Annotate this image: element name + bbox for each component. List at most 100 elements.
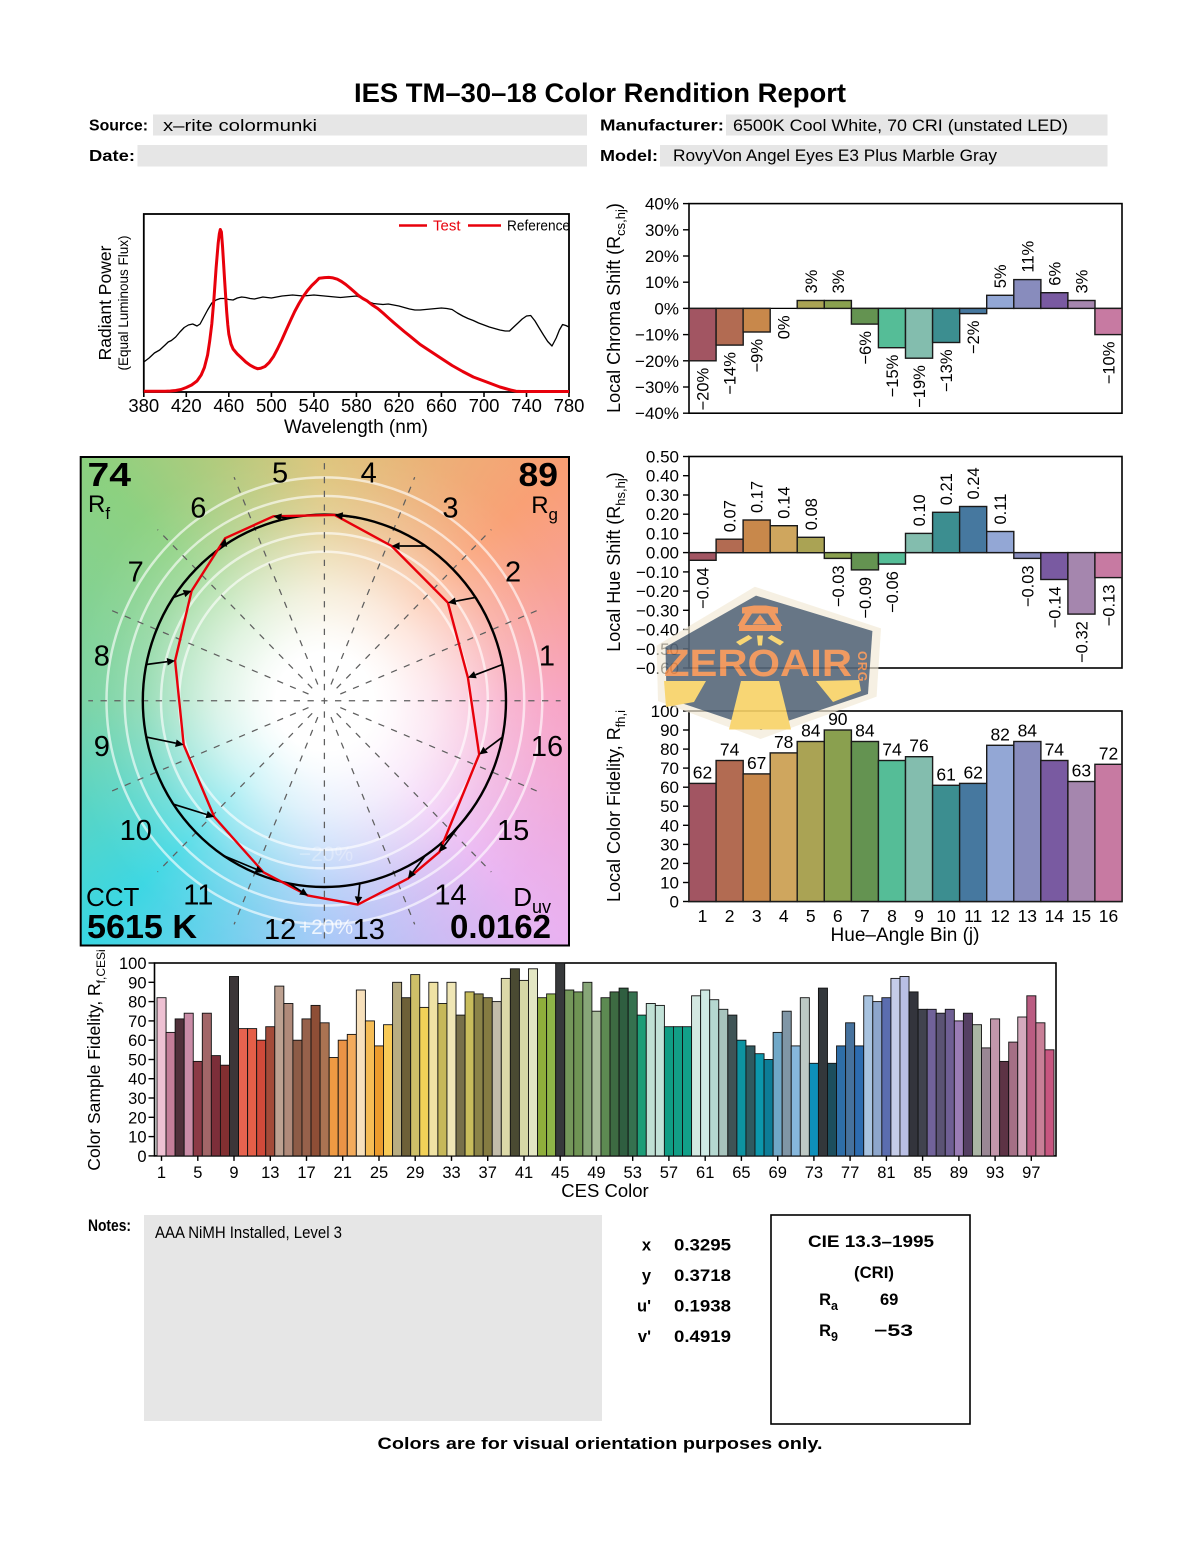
svg-text:13: 13 [261,1164,279,1182]
svg-text:0: 0 [670,893,679,912]
svg-text:ZEROAIR: ZEROAIR [664,643,852,685]
svg-text:−0.13: −0.13 [1101,585,1119,627]
svg-text:ORG: ORG [855,651,869,682]
svg-text:2: 2 [505,557,521,589]
svg-text:77: 77 [841,1164,859,1182]
svg-text:100: 100 [651,702,679,721]
svg-text:3: 3 [752,906,762,926]
svg-text:40: 40 [128,1071,146,1089]
svg-text:7: 7 [128,557,144,589]
svg-text:0.07: 0.07 [722,500,740,532]
svg-text:3%: 3% [1073,269,1091,293]
svg-text:1: 1 [539,640,555,672]
svg-text:3%: 3% [803,269,821,293]
svg-text:−0.30: −0.30 [636,601,679,620]
svg-text:74: 74 [1045,740,1065,760]
svg-text:17: 17 [297,1164,315,1182]
svg-text:10: 10 [120,815,152,847]
svg-text:65: 65 [732,1164,750,1182]
svg-text:0.17: 0.17 [749,481,767,513]
svg-text:15: 15 [497,815,529,847]
svg-text:13: 13 [353,914,385,946]
svg-text:57: 57 [660,1164,678,1182]
svg-text:61: 61 [696,1164,714,1182]
svg-text:3%: 3% [830,269,848,293]
svg-text:−0.04: −0.04 [695,567,713,609]
svg-text:70: 70 [128,1013,146,1031]
svg-text:8: 8 [887,906,897,926]
svg-text:(Equal Luminous Flux): (Equal Luminous Flux) [116,235,131,370]
svg-text:29: 29 [406,1164,424,1182]
svg-text:84: 84 [801,721,821,741]
svg-text:380: 380 [128,395,159,416]
svg-text:74: 74 [882,740,902,760]
svg-text:Manufacturer:: Manufacturer: [600,118,724,135]
svg-text:−0.03: −0.03 [830,565,848,607]
svg-text:11: 11 [183,879,213,911]
svg-text:620: 620 [383,395,414,416]
svg-text:500: 500 [256,395,287,416]
svg-text:−53: −53 [874,1322,913,1340]
svg-text:69: 69 [880,1291,898,1309]
svg-text:Reference: Reference [507,218,570,235]
svg-text:−13%: −13% [938,349,956,392]
svg-text:15: 15 [1072,906,1091,926]
svg-text:0.4919: 0.4919 [674,1328,731,1346]
svg-text:10%: 10% [645,273,679,292]
svg-text:0%: 0% [776,315,794,339]
svg-text:Color Sample Fidelity, Rf,CESi: Color Sample Fidelity, Rf,CESi [84,949,108,1170]
svg-text:0.00: 0.00 [646,544,679,563]
svg-text:11%: 11% [1019,240,1037,272]
svg-text:40%: 40% [645,195,679,214]
svg-text:4: 4 [361,458,377,490]
svg-text:13: 13 [1018,906,1037,926]
svg-text:11: 11 [964,906,982,926]
svg-text:−10%: −10% [635,326,679,345]
svg-text:−20%: −20% [695,367,713,410]
svg-text:−40%: −40% [635,404,679,423]
svg-text:−9%: −9% [749,339,767,373]
svg-text:u': u' [637,1298,651,1316]
svg-text:7: 7 [860,906,870,926]
svg-text:−0.10: −0.10 [636,563,679,582]
svg-text:−0.06: −0.06 [884,571,902,613]
svg-text:4: 4 [779,906,789,926]
svg-text:73: 73 [805,1164,823,1182]
svg-text:−10%: −10% [1101,341,1119,384]
svg-text:61: 61 [936,764,955,784]
svg-text:30%: 30% [645,221,679,240]
svg-text:740: 740 [511,395,542,416]
svg-text:9: 9 [94,731,110,763]
svg-text:82: 82 [990,724,1009,744]
svg-text:69: 69 [769,1164,787,1182]
svg-text:Wavelength (nm): Wavelength (nm) [284,417,428,438]
svg-text:80: 80 [128,994,146,1012]
svg-text:−14%: −14% [722,352,740,395]
svg-text:0.3295: 0.3295 [674,1237,731,1255]
svg-text:x–rite colormunki: x–rite colormunki [163,117,317,135]
svg-text:16: 16 [1099,906,1118,926]
svg-text:62: 62 [693,762,712,782]
svg-text:−20%: −20% [299,843,353,866]
svg-text:−2%: −2% [965,320,983,354]
svg-text:CCT: CCT [86,882,140,912]
svg-text:5: 5 [193,1164,202,1182]
svg-text:5615 K: 5615 K [87,908,197,945]
svg-text:12: 12 [990,906,1009,926]
svg-text:0.30: 0.30 [646,486,679,505]
svg-text:12: 12 [264,914,296,946]
svg-text:100: 100 [119,955,147,973]
svg-text:780: 780 [554,395,585,416]
svg-text:14: 14 [434,879,466,911]
svg-text:−6%: −6% [857,331,875,365]
svg-text:0.08: 0.08 [803,498,821,530]
svg-text:20: 20 [128,1109,146,1127]
svg-text:3: 3 [442,492,458,524]
svg-text:0.20: 0.20 [646,505,679,524]
svg-text:0.40: 0.40 [646,467,679,486]
svg-text:0.3718: 0.3718 [674,1267,731,1285]
svg-text:x: x [642,1237,652,1255]
svg-text:0%: 0% [654,299,679,318]
svg-text:−0.09: −0.09 [857,577,875,619]
svg-text:21: 21 [334,1164,352,1182]
